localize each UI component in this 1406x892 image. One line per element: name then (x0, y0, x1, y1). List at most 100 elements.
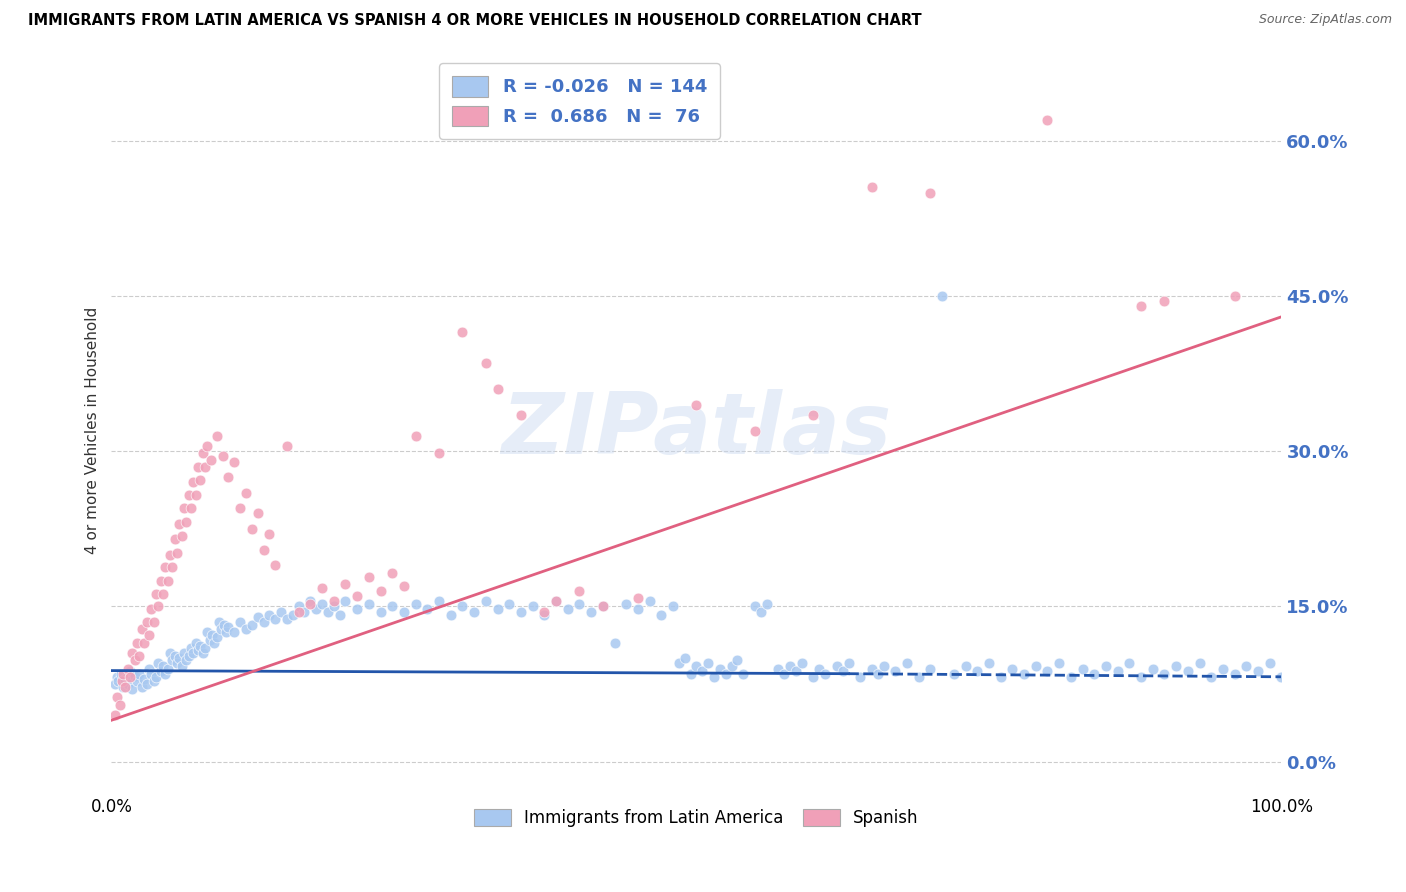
Point (124, 653, 146, 667)
Point (592, 599, 614, 614)
Point (440, 607, 463, 622)
Point (155, 666, 177, 681)
Point (208, 615, 231, 629)
Point (1071, 661, 1094, 675)
Point (544, 594, 567, 608)
Point (1258, 657, 1281, 671)
Point (108, 698, 131, 712)
Point (287, 605, 309, 619)
Point (299, 594, 322, 608)
Point (104, 708, 127, 723)
Point (568, 583, 591, 598)
Point (191, 646, 214, 660)
Point (131, 680, 153, 694)
Point (177, 488, 200, 502)
Point (335, 594, 357, 608)
Point (202, 635, 225, 649)
Point (194, 459, 217, 474)
Point (673, 651, 696, 665)
Point (1060, 670, 1083, 684)
Point (808, 661, 831, 675)
Point (614, 598, 637, 612)
Point (120, 670, 142, 684)
Point (205, 631, 228, 645)
Point (849, 670, 872, 684)
Point (1188, 657, 1211, 671)
Point (685, 398, 707, 412)
Point (159, 548, 181, 562)
Point (252, 542, 274, 557)
Point (1107, 664, 1129, 678)
Point (1142, 661, 1164, 675)
Point (152, 659, 174, 673)
Point (252, 615, 274, 629)
Point (866, 666, 889, 681)
Point (198, 632, 221, 647)
Point (181, 646, 204, 660)
Point (685, 659, 707, 673)
Point (224, 625, 246, 640)
Point (744, 599, 766, 614)
Point (579, 605, 602, 619)
Point (169, 516, 191, 531)
Point (155, 560, 177, 574)
Point (1247, 664, 1270, 678)
Point (145, 670, 167, 684)
Point (557, 601, 579, 615)
Point (127, 635, 149, 649)
Point (111, 673, 134, 688)
Point (120, 664, 142, 678)
Point (744, 424, 766, 438)
Point (152, 587, 174, 601)
Point (246, 506, 269, 520)
Point (112, 666, 135, 681)
Point (322, 599, 344, 614)
Point (1118, 657, 1140, 671)
Point (128, 649, 150, 664)
Point (1199, 670, 1222, 684)
Point (215, 625, 238, 640)
Point (405, 598, 427, 612)
Point (170, 659, 193, 673)
Point (121, 646, 143, 660)
Text: ZIPatlas: ZIPatlas (502, 389, 891, 472)
Point (931, 289, 953, 303)
Point (803, 670, 825, 684)
Point (884, 664, 907, 678)
Point (977, 657, 1000, 671)
Point (135, 677, 157, 691)
Point (145, 587, 167, 601)
Point (311, 598, 333, 612)
Point (134, 672, 156, 686)
Point (405, 429, 427, 443)
Point (814, 666, 837, 681)
Point (217, 470, 239, 484)
Point (1130, 670, 1153, 684)
Point (194, 640, 217, 655)
Point (709, 661, 731, 675)
Point (357, 570, 380, 584)
Point (212, 618, 235, 632)
Point (1130, 300, 1153, 314)
Point (188, 639, 211, 653)
Point (475, 594, 498, 608)
Point (163, 649, 186, 664)
Point (357, 598, 380, 612)
Point (638, 594, 661, 608)
Point (370, 583, 392, 598)
Point (679, 666, 702, 681)
Point (1223, 289, 1246, 303)
Point (229, 501, 252, 516)
Point (346, 601, 368, 615)
Point (162, 653, 184, 667)
Point (148, 657, 170, 671)
Point (184, 635, 207, 649)
Point (259, 607, 281, 622)
Point (174, 515, 197, 529)
Point (156, 574, 179, 588)
Point (779, 659, 801, 673)
Point (177, 649, 200, 664)
Point (316, 605, 339, 619)
Point (299, 598, 322, 612)
Point (1212, 661, 1234, 675)
